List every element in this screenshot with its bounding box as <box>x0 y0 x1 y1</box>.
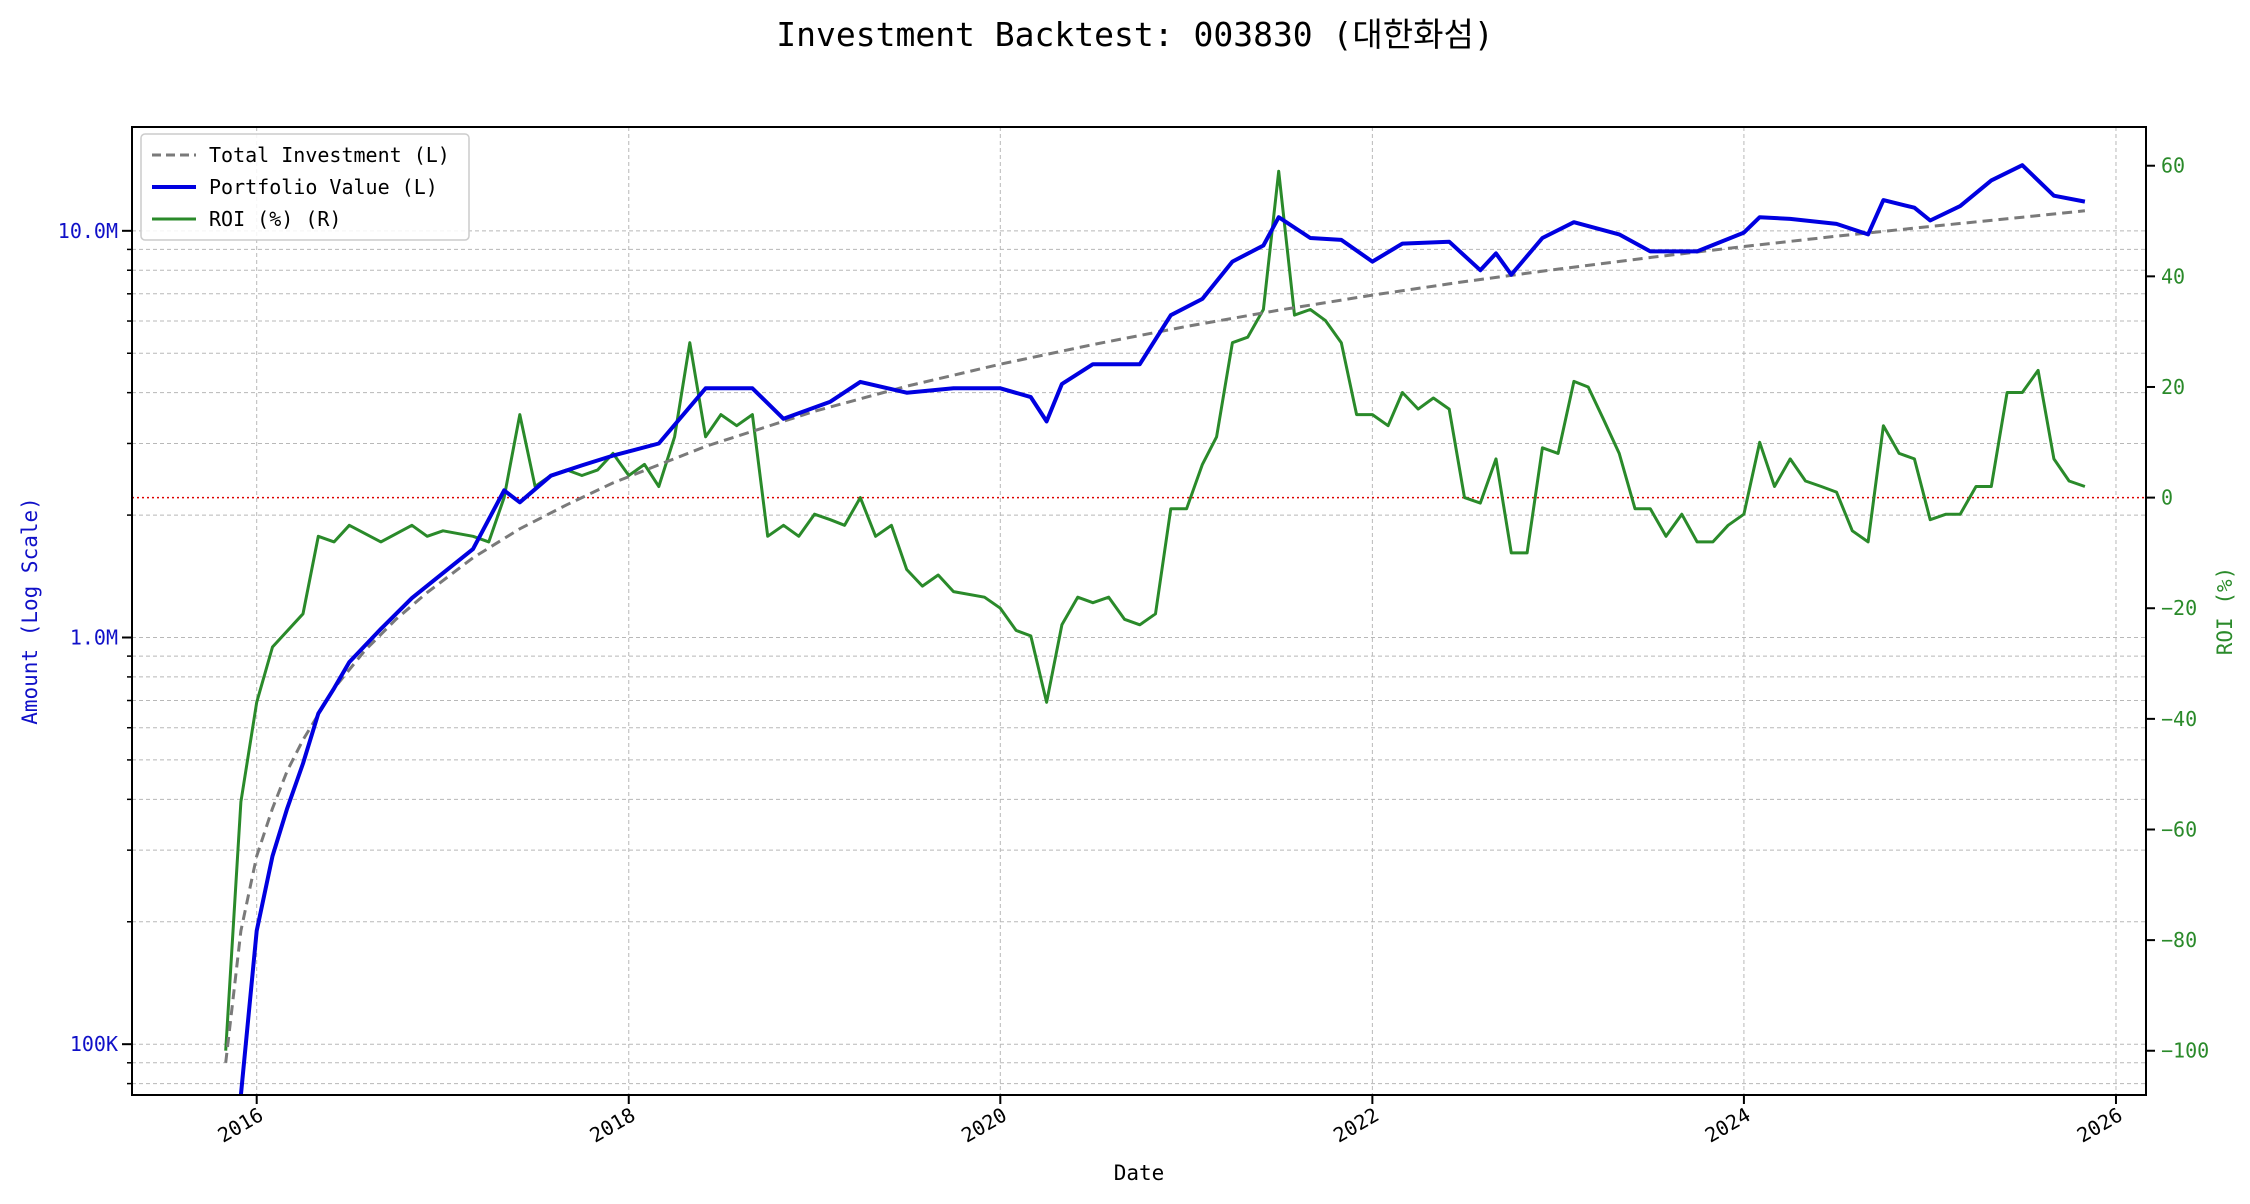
x-tick-label: 2024 <box>1701 1103 1755 1148</box>
left-tick-label: 100K <box>70 1032 118 1056</box>
left-y-axis-label: Amount (Log Scale) <box>18 497 42 725</box>
right-tick-label: −40 <box>2161 707 2197 731</box>
right-y-axis-label: ROI (%) <box>2213 567 2237 656</box>
right-y-axis: 60 40 20 0 −20 −40 −60 −80 −100 <box>2146 154 2209 1063</box>
chart-title: Investment Backtest: 003830 (대한화섬) <box>776 15 1493 54</box>
x-tick-label: 2026 <box>2073 1103 2127 1148</box>
portfolio-value-line <box>238 163 2086 1096</box>
legend-label-total-investment: Total Investment (L) <box>209 143 450 167</box>
left-tick-label: 10.0M <box>58 219 118 243</box>
right-tick-label: 0 <box>2161 486 2173 510</box>
total-investment-line <box>224 209 2086 1063</box>
right-tick-label: −20 <box>2161 596 2197 620</box>
x-tick-label: 2022 <box>1329 1103 1383 1148</box>
x-tick-label: 2020 <box>957 1103 1011 1148</box>
legend-box <box>140 133 470 241</box>
x-tick-label: 2016 <box>213 1103 267 1148</box>
series-group <box>224 163 2086 1096</box>
x-tick-label: 2018 <box>586 1103 640 1148</box>
right-tick-label: −80 <box>2161 928 2197 952</box>
right-tick-label: −100 <box>2161 1039 2209 1063</box>
right-tick-label: 60 <box>2161 154 2185 178</box>
right-tick-label: 40 <box>2161 264 2185 288</box>
legend: Total Investment (L) Portfolio Value (L)… <box>140 133 470 241</box>
right-tick-label: −60 <box>2161 817 2197 841</box>
x-axis-label: Date <box>1114 1161 1165 1185</box>
left-y-axis: 100K 1.0M 10.0M <box>58 219 132 1085</box>
x-axis: 2016 2018 2020 2022 2024 2026 <box>213 1095 2126 1147</box>
roi-line <box>224 169 2086 1051</box>
left-tick-label: 1.0M <box>70 626 118 650</box>
right-tick-label: 20 <box>2161 375 2185 399</box>
grid <box>132 127 2146 1095</box>
legend-label-portfolio-value: Portfolio Value (L) <box>209 175 438 199</box>
legend-label-roi: ROI (%) (R) <box>209 207 341 231</box>
plot-frame <box>131 126 2147 1096</box>
